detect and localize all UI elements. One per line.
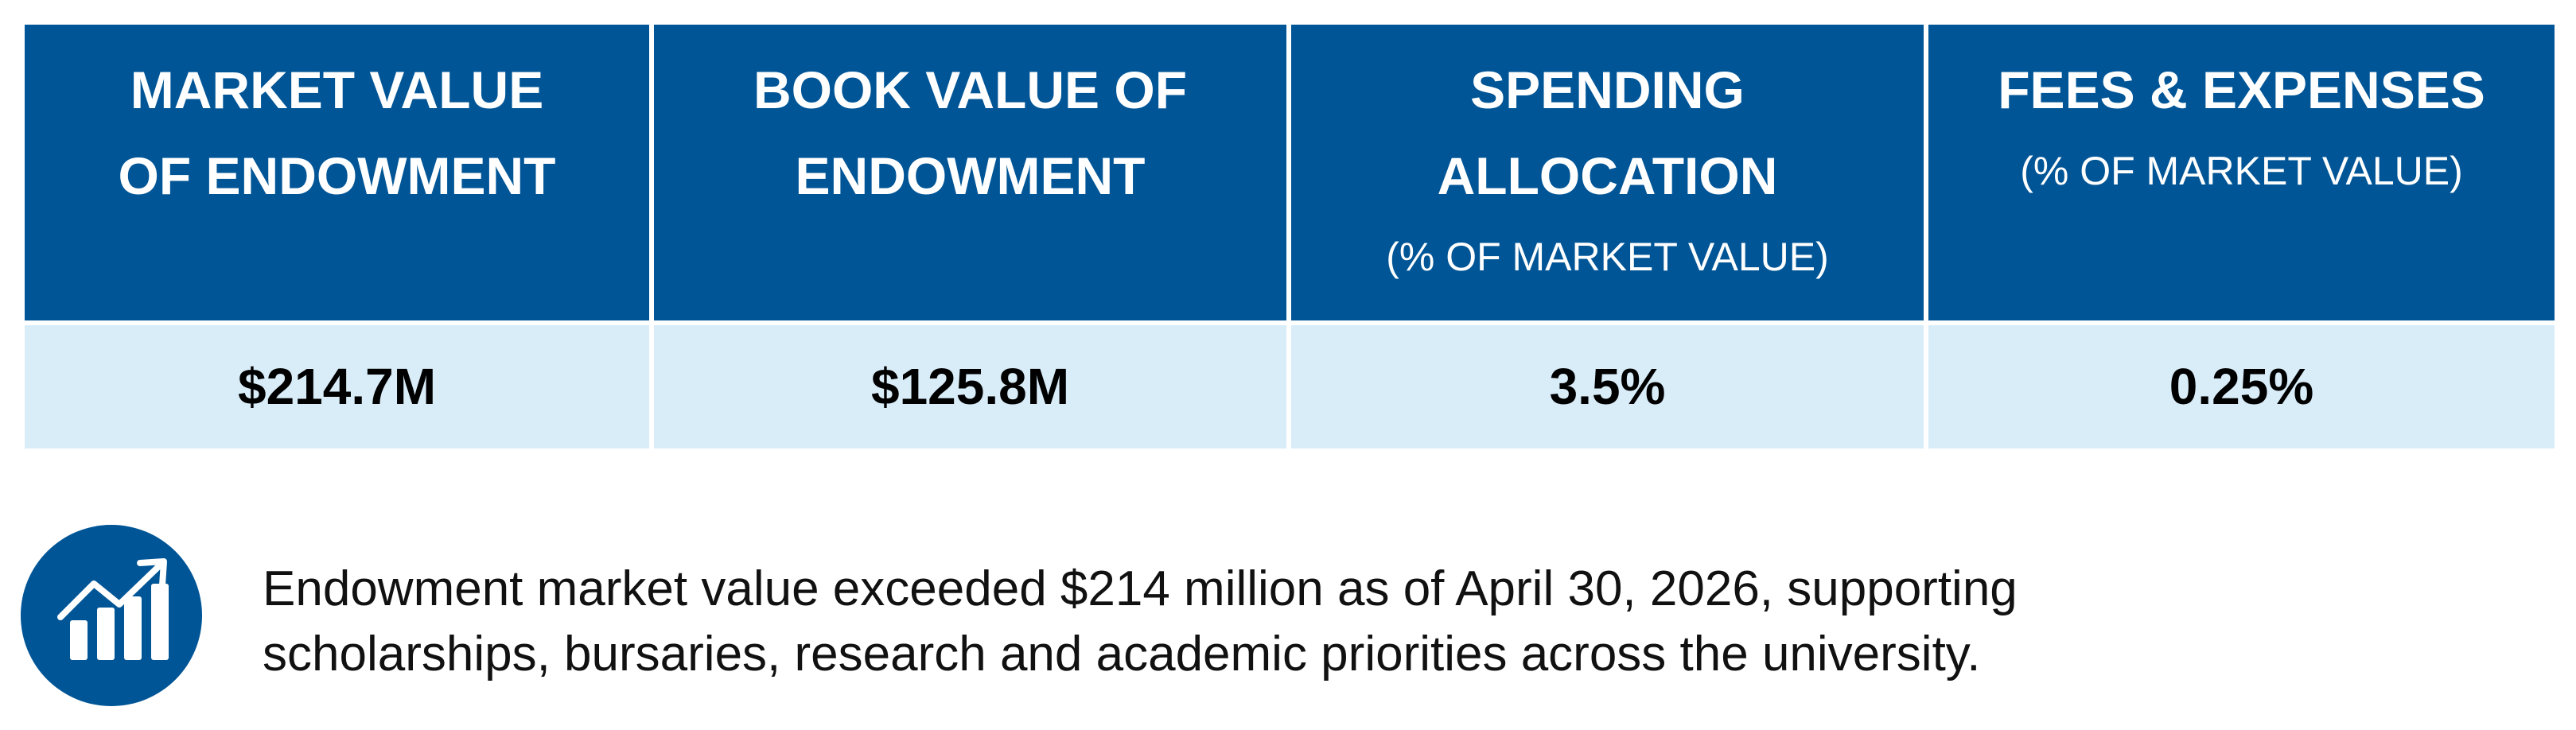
header-title: FEES & EXPENSES: [1998, 60, 2485, 119]
note-line: scholarships, bursaries, research and ac…: [263, 627, 1981, 681]
header-title: SPENDING: [1470, 60, 1745, 119]
value-cell: 0.25%: [1928, 325, 2555, 448]
value-cell: 3.5%: [1291, 325, 1924, 448]
header-title: MARKET VALUE: [130, 60, 544, 119]
header-cell: FEES & EXPENSES (% OF MARKET VALUE): [1928, 25, 2555, 320]
header-cell: MARKET VALUE OF ENDOWMENT: [25, 25, 649, 320]
header-cell: SPENDING ALLOCATION (% OF MARKET VALUE): [1291, 25, 1924, 320]
header-title: ALLOCATION: [1437, 146, 1778, 205]
header-title: ENDOWMENT: [795, 146, 1146, 205]
header-cell: BOOK VALUE OF ENDOWMENT: [654, 25, 1286, 320]
note: Endowment market value exceeded $214 mil…: [263, 557, 2018, 687]
header-subtitle: (% OF MARKET VALUE): [1386, 235, 1829, 279]
value-cell: $214.7M: [25, 325, 649, 448]
header-title: OF ENDOWMENT: [118, 146, 556, 205]
note-line: Endowment market value exceeded $214 mil…: [263, 561, 2018, 616]
value-cell: $125.8M: [654, 325, 1286, 448]
header-title: BOOK VALUE OF: [753, 60, 1188, 119]
growth-icon: [21, 525, 202, 706]
header-subtitle: (% OF MARKET VALUE): [2020, 149, 2463, 193]
